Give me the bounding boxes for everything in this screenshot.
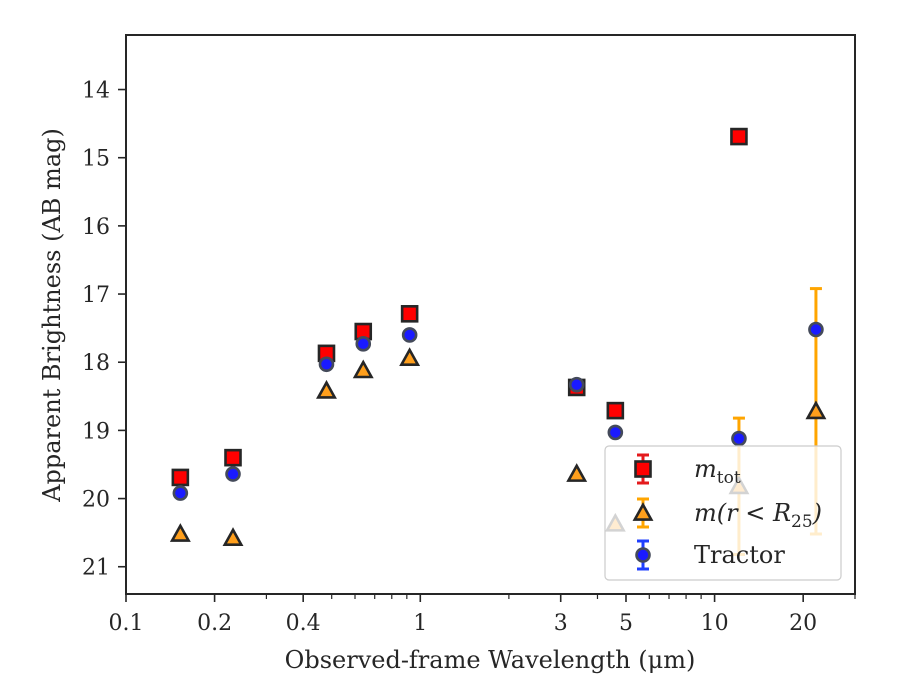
data-point [169,523,191,542]
y-tick-label: 19 [82,419,110,444]
data-point [568,376,585,393]
data-point [399,347,421,367]
data-point [566,463,588,482]
data-point [731,430,747,447]
legend-item-3: Tractor [635,539,785,571]
y-tick-label: 16 [82,215,110,240]
legend-label-subscript: tot [717,468,741,488]
x-tick-label: 1 [413,611,427,636]
legend-item-1: mtot [634,453,741,488]
data-point [401,327,418,343]
legend-label-main: Tractor [694,541,785,569]
legend-marker [635,547,651,563]
data-point [355,336,372,352]
x-tick-label: 20 [789,611,817,636]
x-tick-label: 0.2 [197,611,232,636]
legend-box [604,445,842,581]
legend-label: m(r < R25) [694,499,822,532]
y-tick-label: 15 [82,147,110,172]
data-point [808,321,824,338]
y-tick-label: 17 [82,283,110,308]
y-tick-label: 20 [82,488,110,513]
y-tick-label: 14 [82,79,110,104]
y-axis-label: Apparent Brightness (AB mag) [38,128,66,503]
data-point [607,424,624,441]
legend-item-2: m(r < R25) [632,497,822,532]
axes-frame [125,34,856,595]
data-point [352,359,374,379]
legend-label-suffix: ) [812,499,822,527]
data-point [606,401,625,420]
x-tick-label: 0.4 [286,611,321,636]
data-point [316,379,337,399]
data-point [730,127,748,146]
legend-label: Tractor [694,541,785,569]
series-3 [172,321,824,501]
data-point [318,356,335,373]
legend-label: mtot [694,455,741,488]
legend-label-subscript: 25 [791,512,813,532]
y-tick-label: 21 [82,556,110,581]
data-point [225,466,241,482]
x-tick-label: 10 [701,611,729,636]
legend-marker [632,502,654,521]
data-point [172,485,189,501]
data-point [400,305,419,323]
legend: mtot m(r < R25) Tractor [604,445,842,581]
data-point [224,448,242,467]
x-tick-label: 3 [554,611,568,636]
axes: 14 15 16 17 18 19 20 21 0.1 0.2 0.4 1 3 5 10 20 [82,34,856,636]
legend-marker [634,460,652,478]
y-tick-label: 18 [82,351,110,376]
legend-label-main: m [694,455,717,483]
data-point [805,400,827,420]
data-point [171,468,190,487]
x-tick-label: 0.1 [109,611,144,636]
x-axis-label: Observed-frame Wavelength (μm) [285,646,696,674]
x-tick-label: 5 [619,611,633,636]
data-point [222,527,244,547]
legend-label-main: m(r < R [694,499,791,527]
